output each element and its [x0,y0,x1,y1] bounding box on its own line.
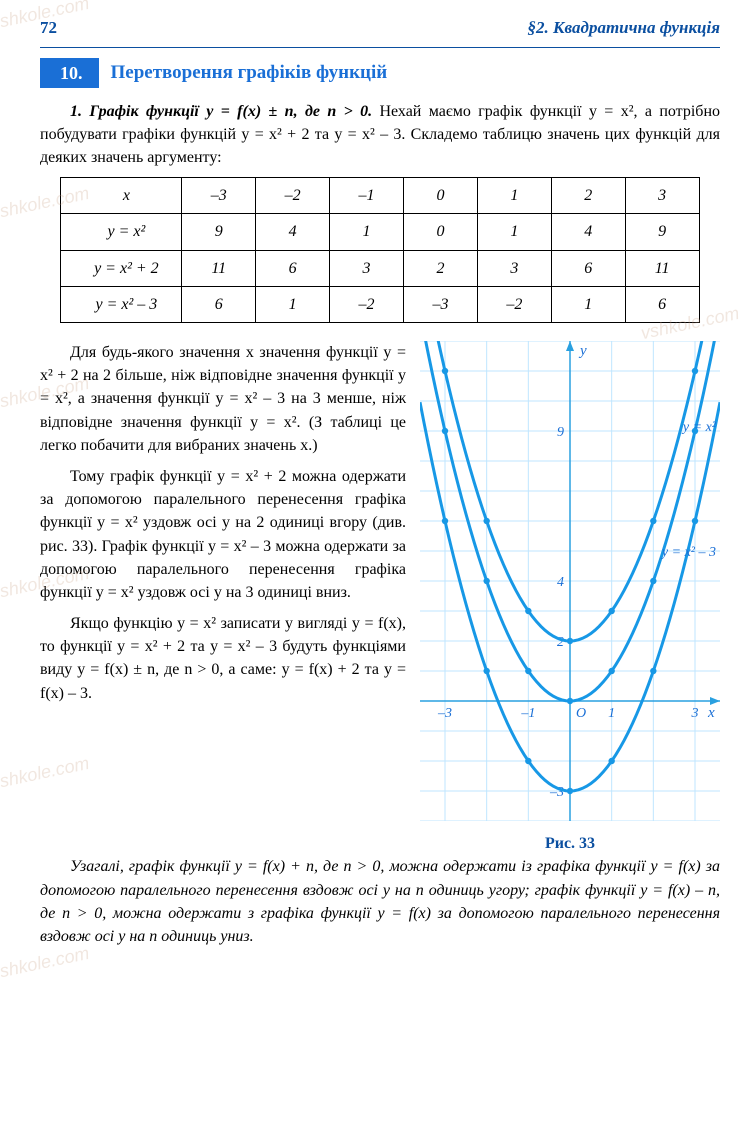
body-p4-summary: Узагалі, графік функції y = f(x) + n, де… [40,855,720,948]
body-p3: Якщо функцію y = x² записати у вигляді y… [40,612,406,705]
section-heading: 10. Перетворення графіків функцій [40,58,720,88]
table-cell: 1 [477,178,551,214]
table-cell: 0 [404,178,478,214]
table-cell: 3 [625,178,699,214]
table-cell: 6 [625,286,699,322]
parabola-chart: –3–113–3249Oxyy = x² + 2y = x²y = x² – 3 [420,341,720,821]
svg-text:9: 9 [557,425,564,440]
table-cell: 11 [625,250,699,286]
table-cell: 2 [404,250,478,286]
table-row: x –3 –2 –1 0 1 2 3 [61,178,699,214]
body-p2: Тому графік функції y = x² + 2 можна оде… [40,465,406,604]
svg-text:y = x²: y = x² [681,420,717,435]
svg-text:y = x² – 3: y = x² – 3 [660,545,716,560]
table-row-label: y = x² [61,214,182,250]
value-table: x –3 –2 –1 0 1 2 3 y = x² 9 4 1 0 1 4 9 … [60,177,699,323]
svg-text:–3: –3 [437,706,452,721]
chapter-label: §2. Квадратична функція [528,16,721,41]
table-cell: –2 [330,286,404,322]
table-cell: 1 [551,286,625,322]
section-number-badge: 10. [40,58,99,88]
table-cell: 6 [551,250,625,286]
table-cell: 4 [551,214,625,250]
table-cell: 6 [256,250,330,286]
table-cell: –1 [330,178,404,214]
page-number: 72 [40,16,57,41]
table-cell: 9 [182,214,256,250]
table-row: y = x² + 2 11 6 3 2 3 6 11 [61,250,699,286]
table-cell: 11 [182,250,256,286]
intro-lead: 1. Графік функції y = f(x) ± n, де n > 0… [70,103,372,120]
header-rule [40,47,720,48]
figure-caption: Рис. 33 [420,832,720,855]
table-cell: –2 [477,286,551,322]
svg-text:x: x [707,705,715,721]
svg-text:y: y [578,343,587,359]
svg-text:–1: –1 [520,706,535,721]
table-row: y = x² 9 4 1 0 1 4 9 [61,214,699,250]
page-header: 72 §2. Квадратична функція [40,16,720,41]
table-cell: 1 [477,214,551,250]
table-cell: 3 [477,250,551,286]
table-cell: 3 [330,250,404,286]
table-row: y = x² – 3 6 1 –2 –3 –2 1 6 [61,286,699,322]
section-title: Перетворення графіків функцій [111,59,388,87]
svg-text:4: 4 [557,575,564,590]
table-cell: –3 [182,178,256,214]
table-row-label: y = x² – 3 [61,286,182,322]
table-cell: 4 [256,214,330,250]
table-cell: –2 [256,178,330,214]
table-cell: 0 [404,214,478,250]
table-cell: 1 [330,214,404,250]
intro-paragraph: 1. Графік функції y = f(x) ± n, де n > 0… [40,100,720,170]
svg-text:O: O [576,706,586,721]
body-p1: Для будь-якого значення x значення функц… [40,341,406,457]
figure-33: –3–113–3249Oxyy = x² + 2y = x²y = x² – 3… [420,341,720,855]
table-cell: 9 [625,214,699,250]
svg-text:3: 3 [691,706,699,721]
table-header-x: x [61,178,182,214]
svg-text:1: 1 [608,706,615,721]
table-cell: 1 [256,286,330,322]
table-row-label: y = x² + 2 [61,250,182,286]
table-cell: –3 [404,286,478,322]
table-cell: 6 [182,286,256,322]
table-cell: 2 [551,178,625,214]
